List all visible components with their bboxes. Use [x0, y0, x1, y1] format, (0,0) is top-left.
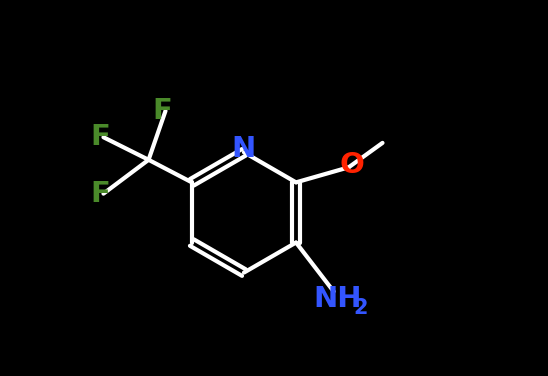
Text: F: F [90, 123, 110, 151]
Text: O: O [339, 152, 364, 179]
Text: NH: NH [313, 285, 362, 313]
Text: 2: 2 [353, 298, 368, 318]
Text: F: F [152, 97, 173, 125]
Text: N: N [232, 135, 256, 163]
Text: F: F [90, 180, 110, 208]
